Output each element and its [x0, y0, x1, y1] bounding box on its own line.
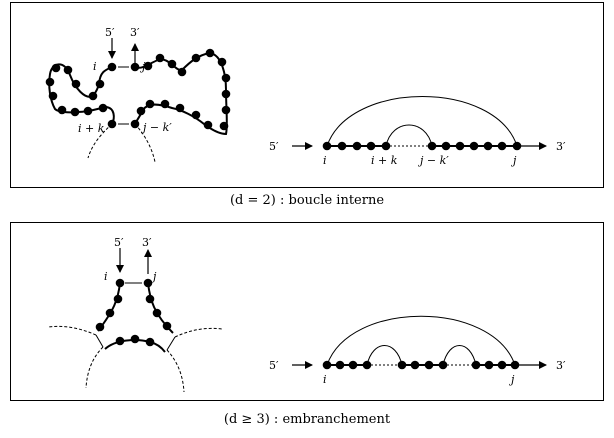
helix-pair-right	[166, 336, 176, 351]
outer-pair-arc	[326, 96, 518, 147]
arc-three-prime-label: 3′	[556, 140, 566, 153]
five-prime-label: 5′	[105, 26, 115, 39]
arc-label-j-minus-k-prime: j − k′	[417, 154, 449, 167]
three-prime-label-bottom: 3′	[142, 236, 152, 249]
internal-loop-arc-diagram: 5′ 3′ i i + k j − k′ j	[269, 96, 566, 167]
internal-loop-caption: (d = 2) : boucle interne	[229, 193, 385, 208]
arc-nucleotides	[322, 141, 522, 151]
arc-five-prime-label: 5′	[269, 140, 279, 153]
multiloop-arc-diagram: 5′ 3′ i j	[269, 315, 566, 386]
lower-right-continuation	[166, 349, 185, 393]
arc-three-prime-label-bottom: 3′	[556, 359, 566, 372]
left-continuation	[87, 123, 113, 159]
multiloop-nucleotides	[95, 278, 172, 347]
loop-label-j: j	[139, 60, 146, 73]
loop-label-j-minus-k-prime: j − k′	[140, 121, 172, 134]
multiloop-caption: (d ≥ 3) : embranchement	[223, 412, 391, 427]
internal-loop-structure: 5′ 3′	[45, 26, 231, 163]
arc-label-i: i	[323, 154, 327, 167]
helix-pair-left	[95, 334, 104, 348]
arc-label-j-bottom: j	[508, 373, 515, 386]
inner-pair-arc	[385, 124, 433, 147]
loop-label-j-bottom: j	[150, 270, 157, 283]
arc-nucleotides-bottom	[322, 360, 520, 370]
arc-label-i-bottom: i	[323, 373, 327, 386]
lower-left-continuation	[85, 346, 104, 389]
three-prime-label: 3′	[130, 26, 140, 39]
multiloop-structure: 5′ 3′ i j	[47, 236, 223, 393]
loop-label-i: i	[93, 60, 97, 73]
five-prime-label-bottom: 5′	[114, 236, 124, 249]
right-helix-continuation	[174, 327, 223, 338]
loop-label-i-plus-k: i + k	[78, 122, 105, 135]
inner-arc-1	[366, 345, 403, 366]
left-loop-backbone	[48, 63, 115, 125]
arc-label-j: j	[510, 154, 517, 167]
internal-loop-panel	[10, 2, 604, 188]
right-continuation	[134, 123, 156, 163]
loop-label-i-bottom: i	[104, 270, 108, 283]
left-helix-continuation	[47, 325, 97, 336]
loop-nucleotides	[45, 48, 231, 131]
arc-label-i-plus-k: i + k	[371, 154, 398, 167]
arc-five-prime-label-bottom: 5′	[269, 359, 279, 372]
outer-pair-arc-bottom	[326, 315, 516, 366]
inner-arc-2	[442, 345, 477, 366]
